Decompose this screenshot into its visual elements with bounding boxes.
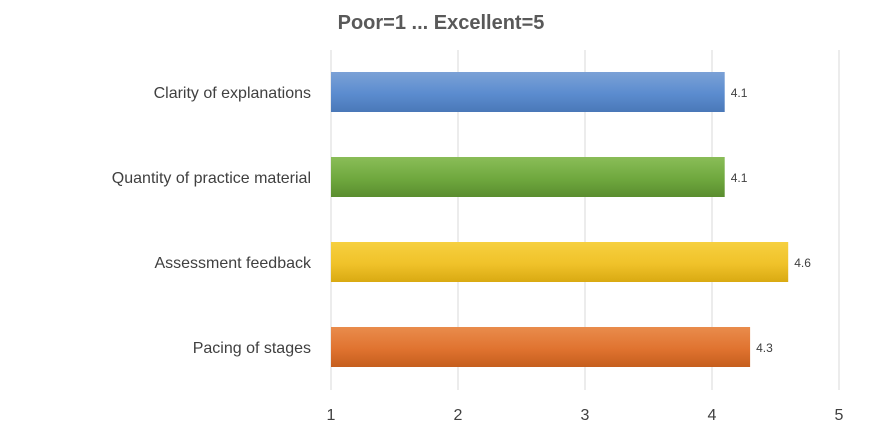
data-label: 4.1 (731, 171, 748, 185)
data-label: 4.1 (731, 86, 748, 100)
category-label: Pacing of stages (193, 340, 311, 357)
bars (331, 72, 789, 367)
x-tick-label: 1 (327, 407, 336, 424)
category-label: Clarity of explanations (154, 85, 311, 102)
x-tick-label: 4 (708, 407, 717, 424)
bar-2 (331, 157, 725, 197)
x-tick-label: 5 (835, 407, 844, 424)
data-labels: 4.1 4.1 4.6 4.3 (731, 86, 812, 355)
category-label: Assessment feedback (154, 255, 312, 272)
x-tick-label: 3 (581, 407, 590, 424)
category-labels: Clarity of explanations Quantity of pract… (112, 85, 312, 357)
x-tick-label: 2 (454, 407, 463, 424)
bar-1 (331, 72, 725, 112)
data-label: 4.3 (756, 341, 773, 355)
bar-4 (331, 327, 751, 367)
category-label: Quantity of practice material (112, 170, 311, 187)
chart-title: Poor=1 ... Excellent=5 (338, 12, 545, 34)
data-label: 4.6 (794, 256, 811, 270)
bar-3 (331, 242, 789, 282)
x-axis-ticks: 1 2 3 4 5 (327, 407, 844, 424)
